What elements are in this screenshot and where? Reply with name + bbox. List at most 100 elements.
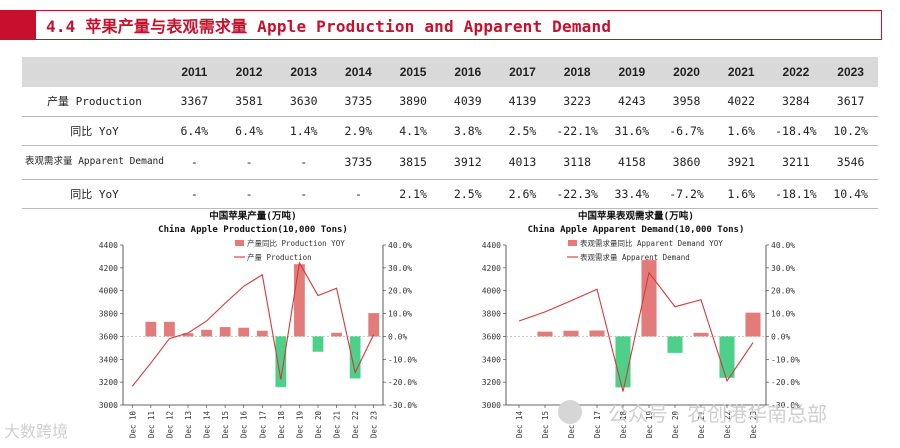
x-tick-label: Dec 17 [258, 411, 267, 438]
x-tick-label: Dec 14 [515, 411, 524, 439]
yoy-bar [275, 336, 287, 387]
right-tick-label: 20.0% [771, 287, 795, 296]
table-cell: 4158 [617, 155, 646, 169]
x-tick-label: Dec 14 [203, 411, 212, 439]
table-cell: -22.3% [556, 186, 598, 201]
x-tick-label: Dec 18 [619, 411, 628, 439]
yoy-bar [238, 327, 250, 337]
table-cell: -18.4% [775, 123, 817, 138]
yoy-bar [745, 312, 761, 337]
left-tick-label: 4200 [99, 264, 118, 273]
right-tick-label: -10.0% [388, 355, 417, 364]
right-tick-label: 40.0% [771, 241, 795, 250]
legend-label-line: 表观需求量 Apparent Demand [580, 252, 690, 262]
table-cell: 2.6% [508, 186, 537, 201]
table-cell: -18.1% [775, 186, 817, 201]
year-header: 2019 [618, 65, 646, 79]
right-tick-label: 10.0% [771, 310, 795, 319]
table-cell: 2.5% [453, 186, 482, 201]
yoy-bar [589, 330, 605, 337]
year-header: 2015 [399, 65, 427, 79]
x-tick-label: Dec 17 [593, 411, 602, 438]
left-tick-label: 3000 [482, 401, 501, 410]
table-cell: 2.1% [399, 186, 427, 201]
right-tick-label: 40.0% [388, 241, 412, 250]
table-header-blank [22, 57, 167, 87]
left-tick-label: 3000 [99, 401, 118, 410]
x-tick-label: Dec 15 [221, 411, 230, 438]
x-tick-label: Dec 13 [184, 411, 193, 438]
left-tick-label: 4400 [482, 241, 501, 250]
table-cell: 1.6% [727, 186, 756, 201]
table-cell: 3284 [782, 94, 810, 109]
table-cell: 3211 [782, 155, 810, 169]
title-box: 4.4 苹果产量与表观需求量 Apple Production and Appa… [36, 10, 882, 40]
left-tick-label: 3400 [482, 355, 501, 364]
watermark-text: 公众号 · 农创港华南总部 [608, 402, 828, 426]
table-cell: 2.5% [508, 123, 537, 138]
table-cell: 3546 [836, 155, 865, 169]
legend-label-line: 产量 Production [247, 252, 312, 262]
table-cell: 3223 [563, 94, 591, 109]
data-table-wrap: 2011 2012 2013 2014 2015 2016 2017 2018 2019 2020… [22, 57, 878, 209]
legend-label-bar: 产量同比 Production YOY [247, 238, 345, 248]
year-header: 2012 [235, 65, 263, 79]
table-cell: 1.6% [727, 123, 756, 138]
right-tick-label: -10.0% [771, 355, 800, 364]
table-cell: 10.4% [833, 186, 868, 201]
table-cell: 3860 [672, 155, 701, 169]
yoy-bar [294, 264, 305, 337]
row-label: 同比 YoY [70, 187, 119, 201]
left-tick-label: 3800 [482, 310, 501, 319]
left-tick-label: 3200 [482, 378, 501, 387]
left-tick-label: 4200 [482, 264, 501, 273]
yoy-bar [641, 260, 657, 337]
legend-label-bar: 表观需求量同比 Apparent Demand YOY [580, 238, 723, 248]
chart-subtitle: China Apple Apparent Demand(10,000 Tons) [528, 224, 745, 235]
left-tick-label: 3400 [99, 355, 118, 364]
yoy-bar [719, 336, 735, 378]
table-cell: 4039 [453, 94, 482, 109]
table-cell: -7.2% [669, 186, 704, 201]
page-title: 4.4 苹果产量与表观需求量 Apple Production and Appa… [46, 17, 612, 36]
yoy-bar [537, 331, 553, 337]
year-header: 2023 [837, 65, 864, 79]
x-tick-label: Dec 16 [567, 411, 576, 439]
left-tick-label: 3200 [99, 378, 118, 387]
table-cell: -6.7% [669, 123, 704, 138]
x-tick-label: Dec 21 [333, 411, 342, 438]
brand-logo: 大数跨境 [4, 422, 69, 441]
right-tick-label: -30.0% [388, 401, 417, 410]
title-accent-bar [0, 10, 36, 40]
table-cell: 4013 [508, 155, 537, 169]
year-header: 2020 [673, 65, 700, 79]
x-tick-label: Dec 19 [295, 411, 304, 438]
legend-swatch-bar [235, 240, 244, 246]
x-tick-label: Dec 23 [370, 411, 379, 438]
table-cell: 3815 [399, 155, 427, 169]
table-cell: 3921 [727, 155, 756, 169]
row-label: 同比 YoY [70, 124, 119, 138]
table-cell: 3367 [180, 94, 209, 109]
table-cell: - [300, 186, 308, 201]
table-cell: 3890 [399, 94, 427, 109]
x-tick-label: Dec 22 [351, 411, 360, 438]
table-cell: - [354, 186, 362, 201]
left-tick-label: 4400 [99, 241, 118, 250]
table-cell: 10.2% [833, 123, 868, 138]
table-cell: 3630 [289, 94, 318, 109]
legend-swatch-bar [568, 240, 577, 246]
right-tick-label: 20.0% [388, 287, 412, 296]
right-tick-label: 10.0% [388, 310, 412, 319]
yoy-bar [667, 336, 683, 353]
volume-line [518, 271, 754, 392]
table-cell: - [300, 155, 308, 169]
volume-line [131, 261, 375, 387]
yoy-bar [615, 336, 631, 388]
yoy-bar [219, 327, 231, 337]
table-cell: 4.1% [399, 123, 427, 138]
year-header: 2017 [509, 65, 536, 79]
right-tick-label: 0.0% [388, 332, 407, 341]
table-cell: - [190, 155, 198, 169]
yoy-bar [368, 313, 380, 337]
